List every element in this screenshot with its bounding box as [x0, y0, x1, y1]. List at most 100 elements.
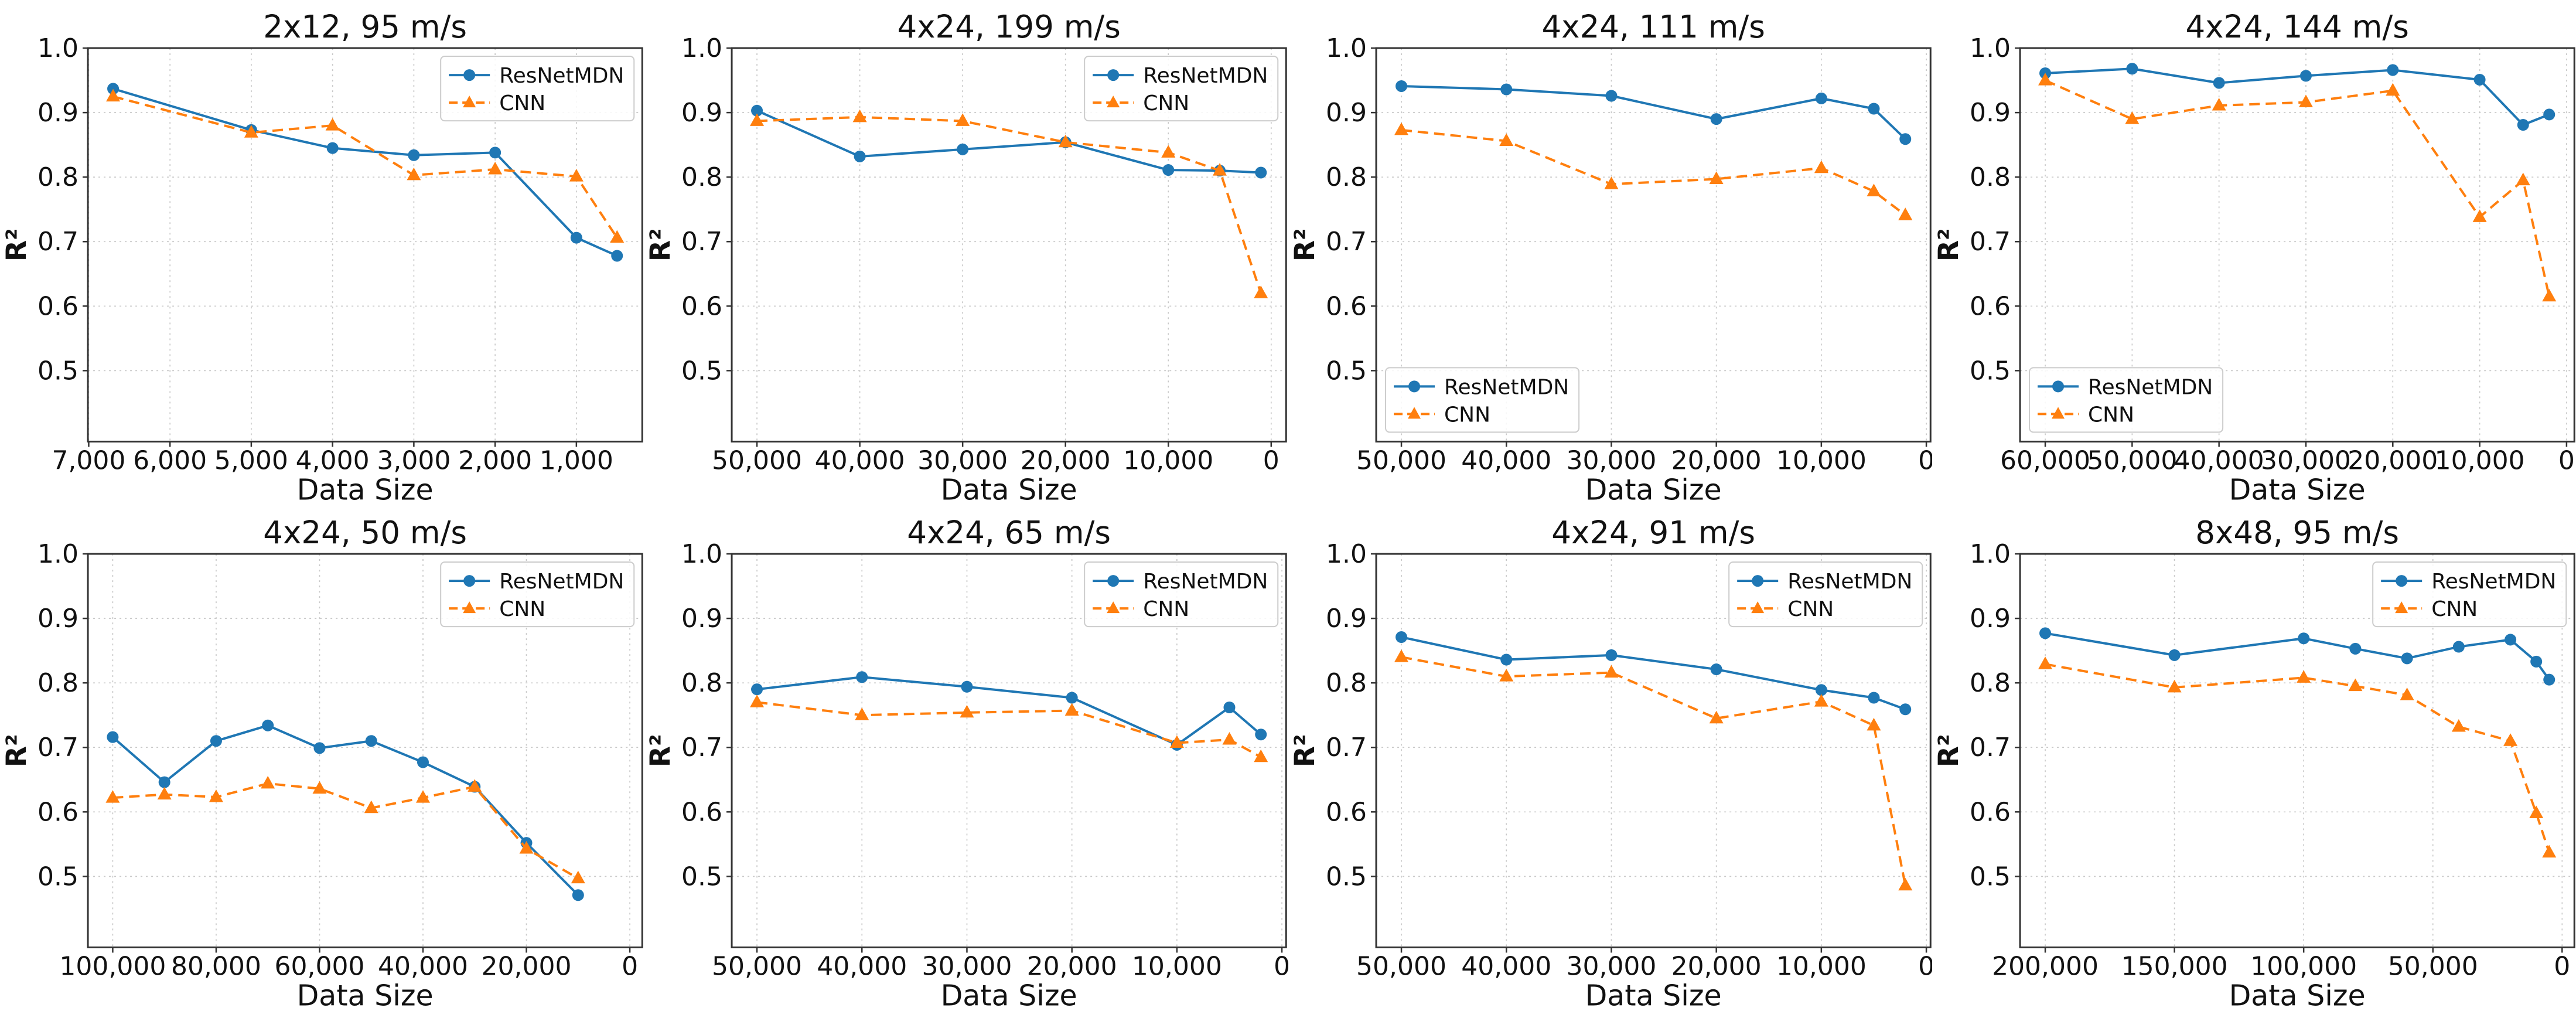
y-tick-label: 0.6	[681, 291, 722, 321]
plot-area	[87, 553, 643, 948]
subplot-title: 4x24, 91 m/s	[1551, 515, 1755, 551]
y-tick-label: 0.6	[37, 291, 79, 321]
cnn-marker	[1394, 649, 1408, 662]
cnn-marker	[1394, 122, 1408, 135]
cnn-marker	[1866, 717, 1881, 730]
resnetmdn-marker	[2126, 63, 2138, 75]
resnetmdn-line	[1401, 635, 1906, 710]
plot-area	[731, 553, 1287, 948]
resnetmdn-marker	[2213, 77, 2225, 89]
legend-sample-marker	[2394, 601, 2408, 613]
cnn-marker	[1898, 207, 1912, 220]
y-tick-label: 0.9	[1326, 604, 1367, 634]
x-tick-label: 30,000	[1566, 445, 1656, 475]
legend: ResNetMDN CNN	[1728, 561, 1923, 627]
subplot-4x24-111ms: 50,000 40,000 30,000 20,000 10,000 0 1.0 0.9 0.8…	[1288, 0, 1932, 505]
subplot-svg: 200,000 150,000 100,000 50,000 0 1.0 0.9 0.8 0.7…	[1933, 515, 2575, 1011]
cnn-marker	[2541, 845, 2556, 857]
cnn-marker	[1254, 285, 1268, 298]
subplot-4x24-50ms: 100,000 80,000 60,000 40,000 20,000 0 1.0 0.9 0.…	[0, 506, 644, 1011]
y-tick-label: 0.6	[1326, 291, 1367, 321]
cnn-marker	[2298, 94, 2313, 108]
cnn-marker	[1709, 710, 1724, 723]
x-tick-label: 20,000	[1021, 445, 1111, 475]
cnn-marker	[1499, 133, 1513, 147]
legend: ResNetMDN CNN	[2372, 561, 2567, 627]
resnetmdn-marker	[1500, 653, 1512, 666]
x-axis-label: Data Size	[2229, 473, 2365, 505]
legend: ResNetMDN CNN	[1384, 367, 1579, 433]
subplot-title: 4x24, 199 m/s	[898, 9, 1121, 45]
y-tick-label: 1.0	[1970, 539, 2011, 569]
x-tick-label: 2,000	[458, 445, 532, 475]
cnn-marker	[1064, 702, 1079, 716]
resnetmdn-marker	[1500, 83, 1512, 96]
y-tick-label: 0.6	[37, 797, 79, 827]
resnetmdn-marker	[1255, 728, 1267, 740]
legend-item-cnn: CNN	[2380, 597, 2478, 621]
y-tick-label: 0.7	[681, 227, 722, 257]
x-tick-label: 20,000	[1671, 951, 1761, 981]
legend-sample-marker	[1407, 407, 1421, 419]
legend-label: ResNetMDN	[2431, 570, 2556, 594]
resnetmdn-marker	[854, 150, 866, 162]
x-axis-label: Data Size	[2229, 979, 2365, 1011]
cnn-line	[2044, 79, 2550, 297]
cnn-marker	[1866, 183, 1881, 196]
x-tick-label: 60,000	[2000, 445, 2090, 475]
y-axis-label: R²	[644, 228, 677, 261]
legend-sample-marker	[1107, 96, 1120, 108]
cnn-marker	[407, 167, 421, 181]
x-tick-label: 7,000	[52, 445, 125, 475]
resnetmdn-marker	[1395, 631, 1407, 643]
resnetmdn-marker	[2452, 641, 2465, 653]
y-tick-label: 0.9	[37, 98, 79, 128]
cnn-line	[757, 700, 1262, 758]
subplot-title: 4x24, 111 m/s	[1541, 9, 1765, 45]
subplot-title: 4x24, 65 m/s	[907, 515, 1111, 551]
x-axis-label: Data Size	[1585, 979, 1721, 1011]
legend-label: ResNetMDN	[2088, 375, 2213, 399]
legend-sample-marker	[2051, 407, 2065, 419]
resnetmdn-marker	[1815, 683, 1827, 696]
y-tick-label: 0.7	[37, 733, 79, 762]
y-tick-label: 0.7	[37, 227, 79, 257]
x-tick-label: 30,000	[922, 951, 1012, 981]
legend: ResNetMDN CNN	[1084, 56, 1279, 122]
resnetmdn-marker	[1066, 691, 1078, 703]
legend-sample-marker	[1107, 69, 1120, 81]
resnetmdn-marker	[313, 741, 326, 754]
legend-box	[1084, 56, 1279, 122]
legend-sample-marker	[2395, 574, 2407, 587]
x-tick-label: 1,000	[540, 445, 613, 475]
legend-item-cnn: CNN	[1093, 597, 1189, 621]
y-tick-label: 0.9	[681, 604, 722, 634]
y-tick-label: 0.8	[37, 668, 79, 698]
cnn-marker	[852, 109, 867, 122]
legend-sample-marker	[463, 69, 476, 81]
y-tick-label: 0.6	[1970, 291, 2011, 321]
y-tick-label: 0.9	[1970, 604, 2011, 634]
legend-item-resnetmdn: ResNetMDN	[2380, 570, 2556, 594]
resnetmdn-marker	[1605, 649, 1617, 661]
legend-item-resnetmdn: ResNetMDN	[1093, 64, 1268, 88]
cnn-marker	[2038, 656, 2052, 669]
resnetmdn-marker	[2543, 108, 2555, 121]
legend-label: ResNetMDN	[1143, 64, 1268, 88]
x-tick-label: 40,000	[815, 445, 905, 475]
y-tick-label: 1.0	[681, 539, 722, 569]
legend-item-resnetmdn: ResNetMDN	[449, 570, 624, 594]
x-tick-label: 40,000	[817, 951, 907, 981]
y-axis-label: R²	[1933, 734, 1965, 767]
legend-sample-marker	[463, 601, 476, 613]
cnn-marker	[610, 230, 625, 243]
legend-item-cnn: CNN	[1736, 597, 1834, 621]
cnn-marker	[1213, 163, 1227, 176]
plot-area	[87, 47, 643, 442]
legend-item-cnn: CNN	[1393, 403, 1490, 427]
y-axis-label: R²	[1289, 228, 1321, 261]
legend-label: ResNetMDN	[1143, 570, 1268, 594]
legend-sample-marker	[1408, 380, 1420, 393]
x-tick-label: 50,000	[712, 951, 802, 981]
resnetmdn-marker	[417, 756, 429, 768]
